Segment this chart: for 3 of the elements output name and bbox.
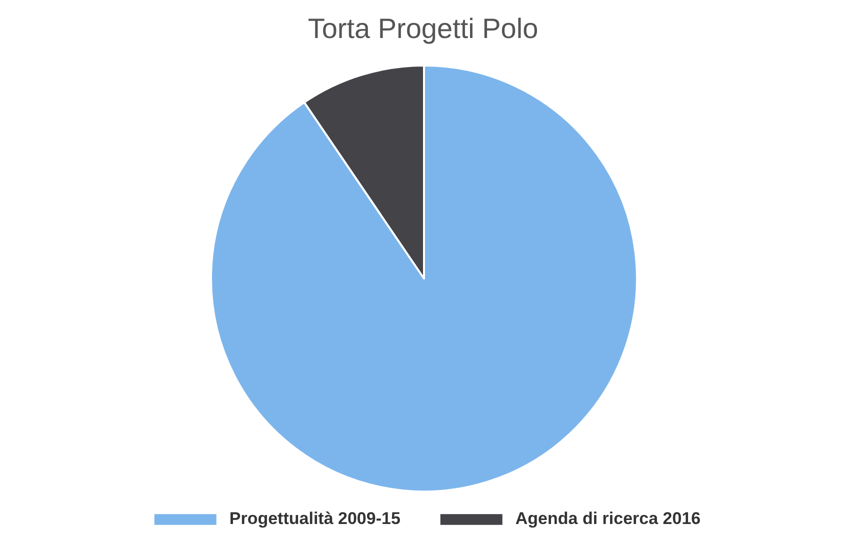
chart-title: Torta Progetti Polo	[308, 13, 538, 44]
legend-label: Progettualità 2009-15	[229, 509, 400, 529]
legend-label: Agenda di ricerca 2016	[515, 509, 701, 529]
